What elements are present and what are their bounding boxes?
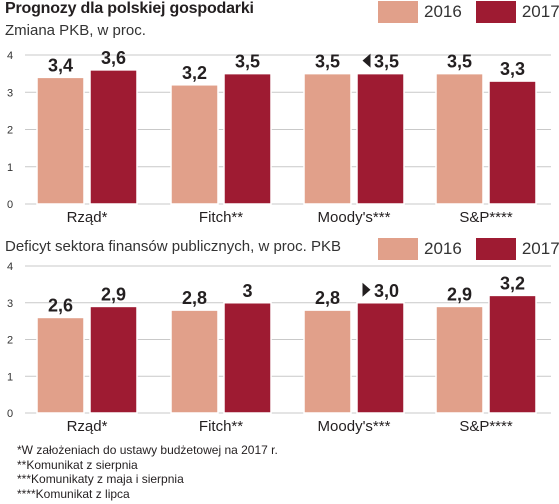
value-label: 3,2 — [500, 273, 525, 293]
y-tick-label: 0 — [7, 199, 13, 211]
bar-2016 — [435, 72, 484, 205]
bar-2016 — [36, 316, 85, 414]
value-label: 3,3 — [500, 59, 525, 79]
legend-label-2016: 2016 — [424, 239, 462, 258]
chart2-subtitle: Deficyt sektora finansów publicznych, w … — [5, 238, 341, 255]
y-tick-label: 0 — [7, 408, 13, 420]
value-label: 2,9 — [101, 284, 126, 304]
category-label: Rząd* — [67, 209, 108, 226]
bar-2016 — [36, 76, 85, 205]
y-tick-label: 2 — [7, 125, 13, 137]
category-label: Rząd* — [67, 418, 108, 435]
value-label: 2,8 — [182, 288, 207, 308]
footnotes: *W założeniach do ustawy budżetowej na 2… — [17, 443, 278, 501]
value-label: 3,5 — [315, 52, 340, 72]
y-tick-label: 1 — [7, 371, 13, 383]
bar-2017 — [89, 305, 138, 414]
category-label: Fitch** — [199, 418, 243, 435]
y-tick-label: 4 — [7, 261, 13, 273]
bar-2016 — [303, 309, 352, 414]
value-label: 3,5 — [447, 52, 472, 72]
legend-swatch-2016 — [378, 1, 418, 23]
footnote: *W założeniach do ustawy budżetowej na 2… — [17, 443, 278, 457]
value-label: 3,2 — [182, 63, 207, 83]
bar-2017 — [223, 72, 272, 205]
category-label: S&P**** — [459, 418, 513, 435]
footnote: ***Komunikaty z maja i sierpnia — [17, 472, 184, 486]
legend-label-2017: 2017 — [521, 2, 559, 21]
bar-2017 — [89, 69, 138, 205]
legend-swatch-2017 — [475, 238, 516, 260]
value-label: 3 — [242, 281, 252, 301]
chart1-subtitle: Zmiana PKB, w proc. — [5, 22, 146, 39]
value-label: 3,0 — [374, 281, 399, 301]
bar-2016 — [303, 72, 352, 205]
triangle-right-icon — [362, 282, 371, 297]
legend-top: 2016 2017 — [378, 1, 559, 23]
bar-2017 — [488, 294, 537, 414]
bar-2016 — [170, 84, 219, 205]
legend-label-2017: 2017 — [521, 239, 559, 258]
legend-swatch-2016 — [378, 238, 418, 260]
value-label: 3,5 — [374, 52, 399, 72]
y-tick-label: 2 — [7, 335, 13, 347]
value-label: 2,9 — [447, 284, 472, 304]
bar-2016 — [435, 305, 484, 414]
triangle-left-icon — [362, 53, 371, 68]
bar-2017 — [356, 72, 405, 205]
bar-2017 — [223, 302, 272, 414]
value-label: 3,4 — [48, 55, 73, 75]
category-label: Fitch** — [199, 209, 243, 226]
y-tick-label: 3 — [7, 87, 13, 99]
footnote: **Komunikat z sierpnia — [17, 457, 138, 472]
legend-swatch-2017 — [475, 1, 516, 23]
legend-bottom: 2016 2017 — [378, 238, 559, 260]
bar-2016 — [170, 309, 219, 414]
category-label: Moody's*** — [318, 418, 391, 435]
footnote: ****Komunikat z lipca — [17, 486, 130, 501]
y-tick-label: 3 — [7, 298, 13, 310]
value-label: 2,8 — [315, 288, 340, 308]
value-label: 3,6 — [101, 48, 126, 68]
bar-2017 — [488, 80, 537, 205]
category-label: Moody's*** — [318, 209, 391, 226]
y-tick-label: 1 — [7, 162, 13, 174]
legend-label-2016: 2016 — [424, 2, 462, 21]
y-tick-label: 4 — [7, 50, 13, 62]
value-label: 3,5 — [235, 52, 260, 72]
value-label: 2,6 — [48, 295, 73, 315]
chart-title: Prognozy dla polskiej gospodarki — [5, 0, 254, 17]
bar-2017 — [356, 302, 405, 414]
category-label: S&P**** — [459, 209, 513, 226]
